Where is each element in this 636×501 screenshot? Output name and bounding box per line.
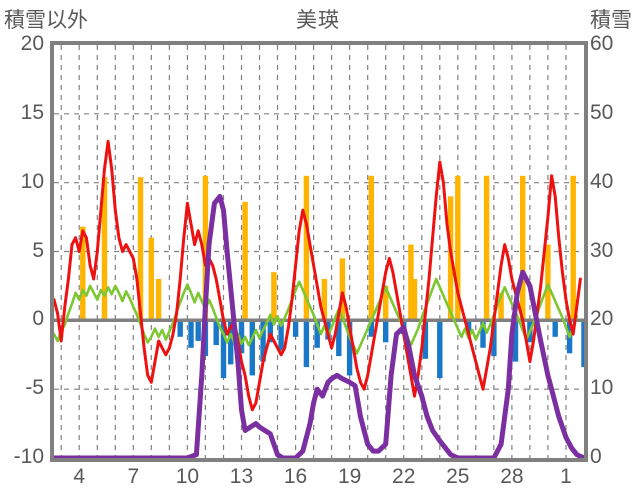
bar — [195, 320, 201, 341]
right-tick-50: 50 — [590, 100, 614, 124]
bar — [188, 320, 194, 348]
chart-svg — [54, 45, 584, 458]
bar — [520, 175, 526, 321]
right-tick-40: 40 — [590, 169, 614, 193]
bar — [220, 320, 227, 379]
bar — [480, 320, 486, 348]
bar — [498, 292, 504, 321]
bar — [570, 175, 576, 321]
left-tick-0: 0 — [32, 307, 44, 331]
x-tick-16: 16 — [283, 465, 308, 488]
bar — [368, 175, 374, 321]
bar — [271, 272, 277, 321]
left-tick-5: 5 — [32, 238, 44, 262]
bar — [267, 320, 273, 343]
bar — [177, 320, 183, 337]
bar — [437, 320, 443, 379]
bar — [314, 320, 320, 348]
right-tick-0: 0 — [590, 445, 602, 468]
bar — [581, 320, 584, 368]
bar — [383, 285, 389, 321]
left-tick-20: 20 — [20, 32, 44, 55]
bar — [249, 320, 255, 376]
plot-area — [50, 41, 588, 462]
bar — [238, 320, 245, 354]
bar — [213, 320, 219, 346]
bar — [278, 320, 284, 351]
x-tick-28: 28 — [500, 465, 524, 488]
bar — [408, 244, 414, 321]
x-tick-22: 22 — [392, 465, 416, 488]
x-tick-4: 4 — [73, 465, 86, 488]
bar — [292, 320, 299, 337]
right-tick-60: 60 — [590, 32, 614, 55]
bar — [545, 244, 551, 321]
chart-title: 美瑛 — [296, 9, 340, 32]
bar — [483, 175, 490, 321]
gridlines — [54, 45, 584, 458]
bar — [422, 320, 429, 359]
left-tick-neg10: -10 — [13, 445, 44, 468]
bar — [368, 320, 374, 337]
right-tick-30: 30 — [590, 238, 614, 262]
bar — [411, 279, 418, 321]
right-axis-title: 積雪 — [590, 9, 632, 32]
left-tick-15: 15 — [20, 100, 44, 124]
bar — [228, 320, 234, 365]
right-tick-10: 10 — [590, 376, 614, 400]
bar — [155, 279, 162, 321]
plot-canvas — [54, 45, 584, 458]
line-series — [54, 193, 584, 458]
bar — [303, 320, 310, 368]
right-tick-20: 20 — [590, 307, 614, 331]
bar — [552, 320, 558, 337]
bar — [491, 320, 497, 357]
bar-series-precipitation — [80, 175, 576, 321]
left-tick-10: 10 — [20, 169, 44, 193]
x-tick-10: 10 — [175, 465, 200, 488]
bar — [346, 320, 353, 376]
bar — [242, 201, 248, 321]
x-tick-13: 13 — [229, 465, 254, 488]
bar — [455, 175, 461, 321]
bar — [465, 320, 472, 335]
bar — [336, 320, 342, 357]
x-tick-25: 25 — [446, 465, 470, 488]
bar — [260, 320, 266, 362]
bar — [80, 226, 86, 321]
bar — [339, 258, 346, 321]
x-tick-19: 19 — [337, 465, 362, 488]
bar — [101, 177, 108, 321]
left-tick-neg5: -5 — [25, 376, 44, 400]
bar — [383, 320, 389, 343]
x-tick-1: 1 — [560, 465, 572, 488]
bar — [321, 279, 328, 321]
bar — [303, 175, 310, 321]
line-series — [54, 139, 582, 412]
x-tick-7: 7 — [127, 465, 140, 488]
bar — [148, 237, 154, 321]
bar — [202, 175, 209, 321]
bar — [137, 177, 144, 321]
left-axis-title: 積雪以外 — [4, 9, 88, 32]
bar — [512, 320, 519, 362]
